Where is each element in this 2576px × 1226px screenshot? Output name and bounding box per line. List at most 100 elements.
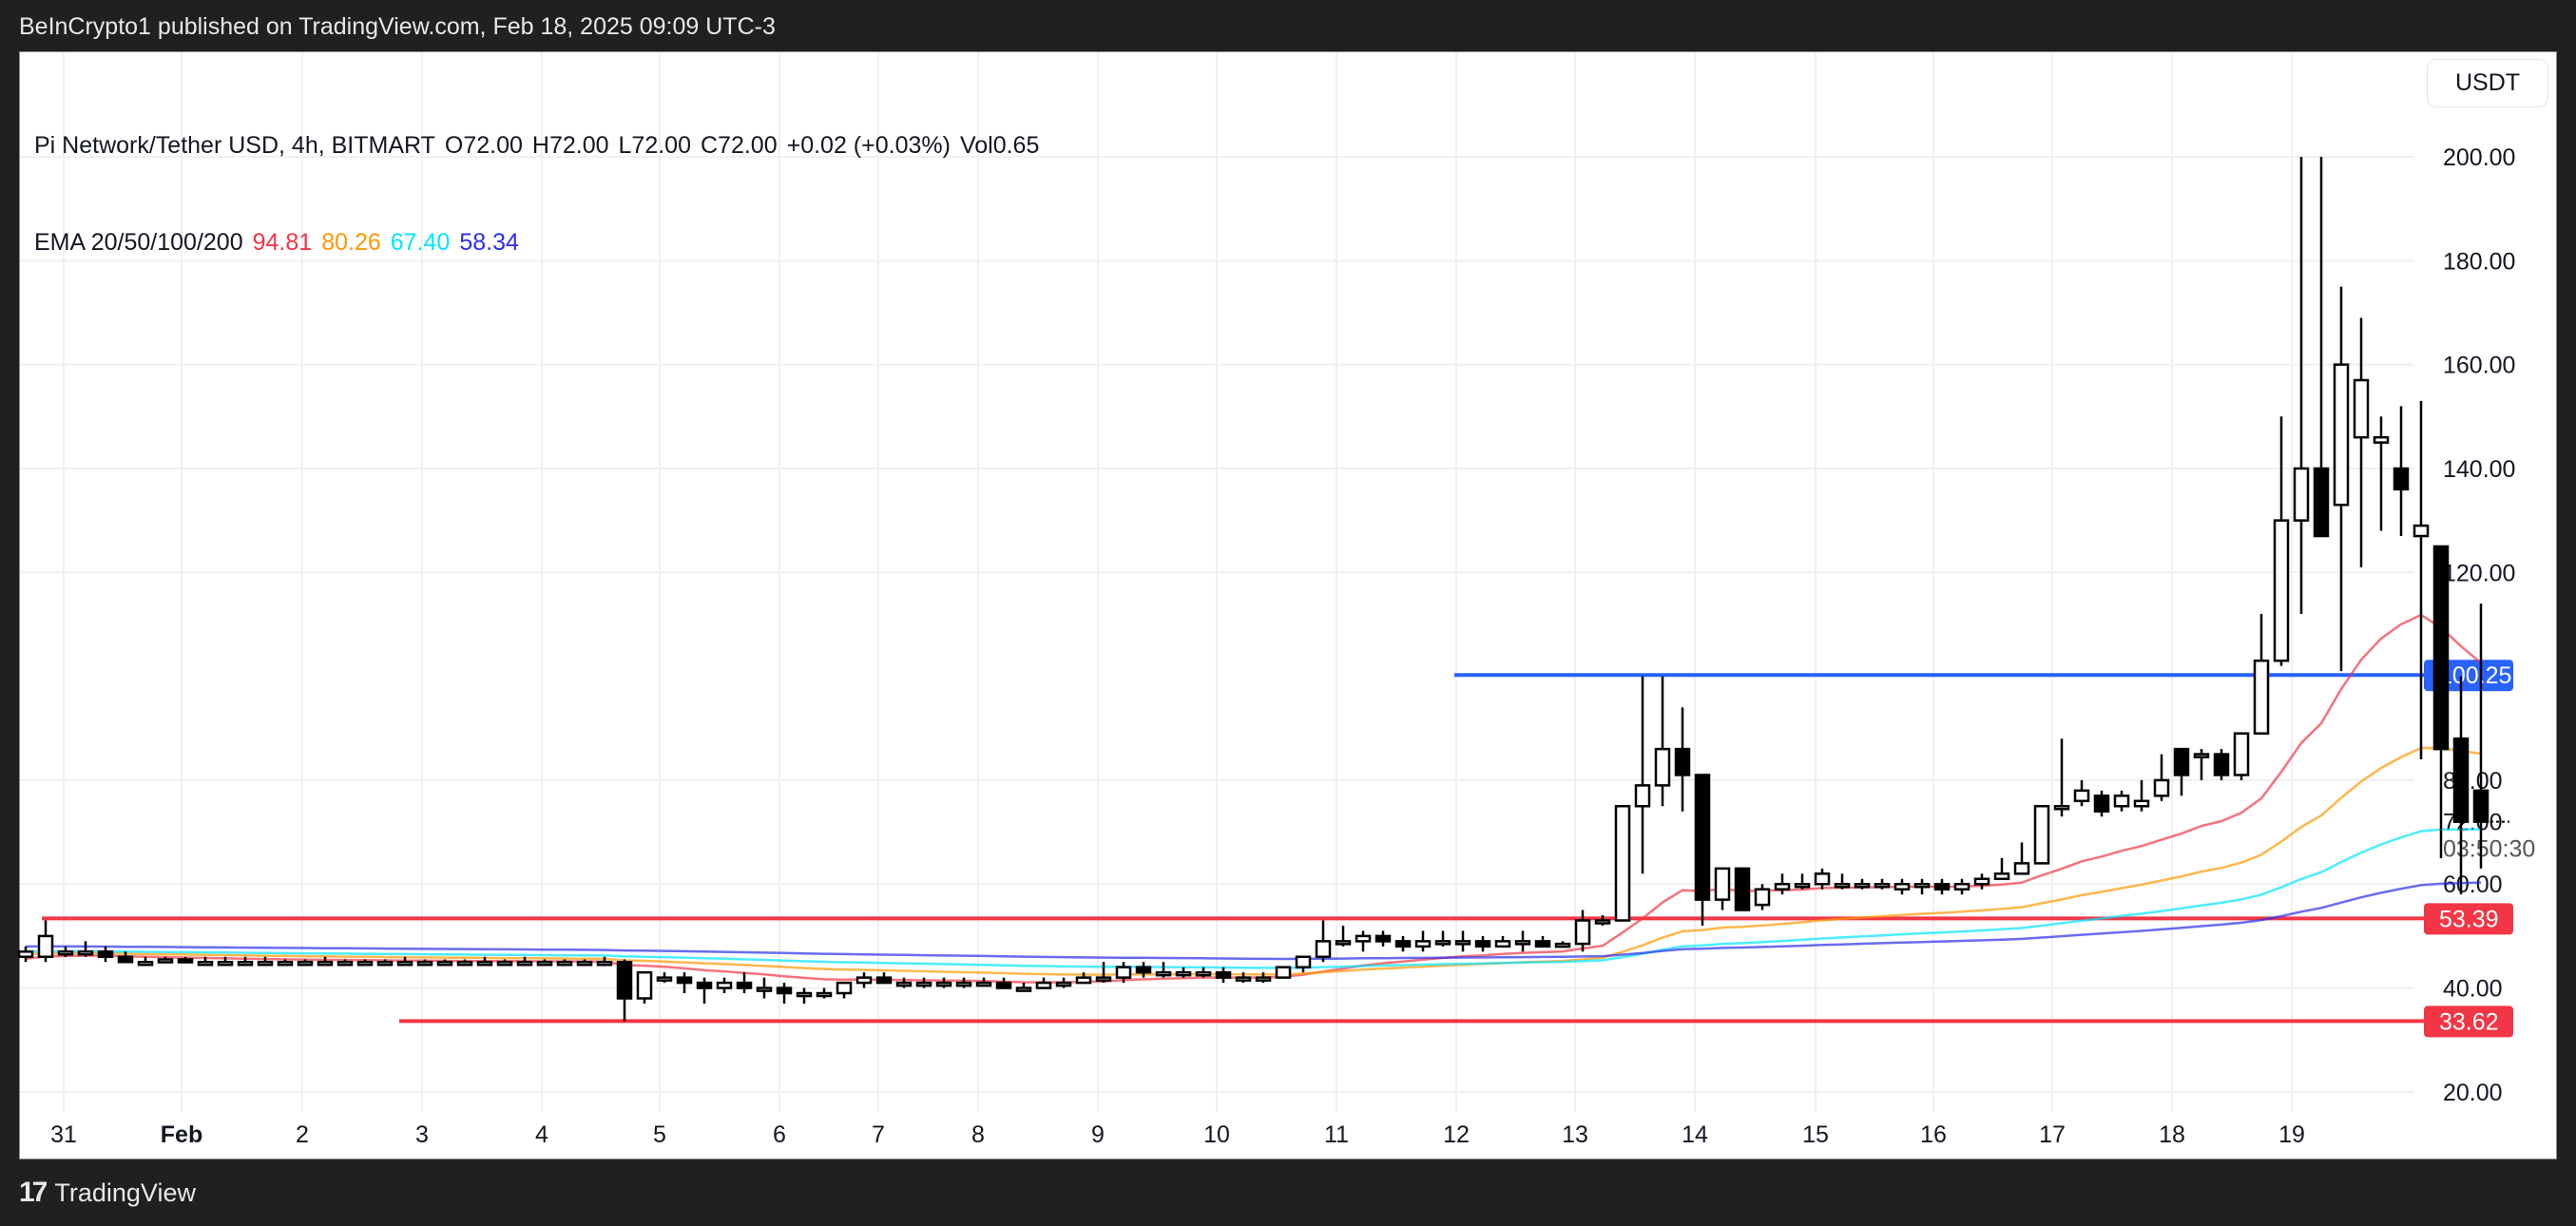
ema100-value: 67.40 xyxy=(390,229,451,256)
candle-up xyxy=(1255,976,1272,982)
candle-up xyxy=(2053,805,2070,811)
time-tick-label: 19 xyxy=(2278,1121,2305,1148)
candle-up xyxy=(1454,940,1471,946)
level-price-label: 53.39 xyxy=(2439,906,2499,932)
ema-line-200 xyxy=(25,881,2482,961)
ema-label: EMA 20/50/100/200 xyxy=(34,229,243,256)
time-tick-label: 8 xyxy=(971,1121,985,1148)
candle-up xyxy=(1095,976,1112,982)
candle-down xyxy=(696,981,713,989)
candle-down xyxy=(97,950,114,959)
price-tick-label: 140.00 xyxy=(2443,456,2515,483)
candle-up xyxy=(1015,987,1032,992)
price-tick-label: 80.00 xyxy=(2443,768,2503,795)
candle-up xyxy=(277,960,294,967)
candle-down xyxy=(2452,737,2470,823)
candle-up xyxy=(356,960,374,967)
time-tick-label: 10 xyxy=(1203,1121,1230,1148)
ema-line-50 xyxy=(25,746,2482,976)
candle-up xyxy=(716,981,733,989)
ohlc-line: Pi Network/Tether USD, 4h, BITMART O72.00… xyxy=(34,129,1048,162)
ema20-value: 94.81 xyxy=(252,229,313,256)
candle-up xyxy=(2073,789,2090,803)
candle-down xyxy=(2173,747,2190,776)
level-price-tag xyxy=(2424,903,2513,935)
candle-up xyxy=(935,981,952,987)
candle-up xyxy=(317,960,334,967)
chart-legend: Pi Network/Tether USD, 4h, BITMART O72.00… xyxy=(34,65,1048,291)
candle-up xyxy=(1315,940,1332,959)
time-tick-label: 13 xyxy=(1562,1121,1588,1148)
time-tick-label: 5 xyxy=(653,1121,666,1148)
candle-up xyxy=(1874,882,1891,889)
candle-down xyxy=(177,958,194,964)
candle-down xyxy=(1474,940,1491,948)
candle-up xyxy=(1175,970,1192,977)
price-tick-label: 120.00 xyxy=(2443,560,2515,586)
candle-up xyxy=(2013,862,2030,875)
time-tick-label: 14 xyxy=(1682,1121,1708,1148)
candle-down xyxy=(2432,545,2450,751)
candle-up xyxy=(1035,981,1052,989)
time-tick-label: 12 xyxy=(1443,1121,1470,1148)
candle-up xyxy=(975,981,992,987)
candle-up xyxy=(137,960,154,967)
candle-up xyxy=(2153,778,2170,797)
candle-down xyxy=(736,981,753,989)
price-tick-label: 200.00 xyxy=(2443,144,2515,171)
close-value: C72.00 xyxy=(700,132,778,159)
candle-up xyxy=(836,981,853,995)
candle-up xyxy=(1754,888,1771,907)
candle-up xyxy=(2293,467,2310,522)
candle-up xyxy=(2353,378,2370,439)
candle-up xyxy=(816,991,833,998)
price-tick-label: 40.00 xyxy=(2443,976,2503,1003)
candle-up xyxy=(1574,919,1591,946)
currency-button[interactable]: USDT xyxy=(2427,59,2548,107)
open-value: O72.00 xyxy=(444,132,523,159)
candle-up xyxy=(416,960,433,967)
candle-up xyxy=(2253,659,2270,735)
candle-down xyxy=(2093,795,2110,813)
candle-up xyxy=(1834,882,1851,889)
time-tick-label: 4 xyxy=(535,1121,548,1148)
candle-up xyxy=(157,958,174,964)
candle-up xyxy=(2373,435,2390,444)
candle-up xyxy=(636,970,653,1000)
candle-down xyxy=(1694,774,1711,901)
candle-down xyxy=(2213,753,2230,776)
candle-up xyxy=(2193,753,2210,758)
candle-up xyxy=(1414,940,1432,948)
candle-up xyxy=(2333,363,2350,507)
symbol-label: Pi Network/Tether USD, 4h, BITMART xyxy=(34,132,435,159)
candle-up xyxy=(2273,519,2290,662)
candle-up xyxy=(37,934,54,959)
time-tick-label: 2 xyxy=(296,1121,309,1148)
level-price-label: 100.25 xyxy=(2439,662,2511,689)
candle-up xyxy=(77,950,94,956)
candle-down xyxy=(1933,882,1951,891)
candle-up xyxy=(2233,732,2250,776)
candle-up xyxy=(217,960,234,967)
price-tick-label: 20.00 xyxy=(2443,1080,2503,1106)
candle-up xyxy=(1335,940,1352,946)
candle-down xyxy=(616,960,633,1000)
time-tick-label: Feb xyxy=(161,1121,202,1148)
candle-up xyxy=(1714,867,1731,901)
candle-up xyxy=(955,981,972,987)
candle-up xyxy=(1115,966,1132,979)
candle-down xyxy=(1534,940,1551,948)
candle-up xyxy=(1494,940,1511,948)
candle-up xyxy=(1275,966,1292,979)
candle-up xyxy=(1774,882,1791,891)
candle-up xyxy=(1295,955,1312,968)
candle-down xyxy=(776,987,793,995)
time-tick-label: 31 xyxy=(50,1121,77,1148)
candle-up xyxy=(57,950,74,956)
low-value: L72.00 xyxy=(618,132,691,159)
candle-up xyxy=(1814,872,1831,886)
candle-up xyxy=(796,991,813,998)
time-tick-label: 18 xyxy=(2159,1121,2185,1148)
candle-up xyxy=(297,960,314,967)
